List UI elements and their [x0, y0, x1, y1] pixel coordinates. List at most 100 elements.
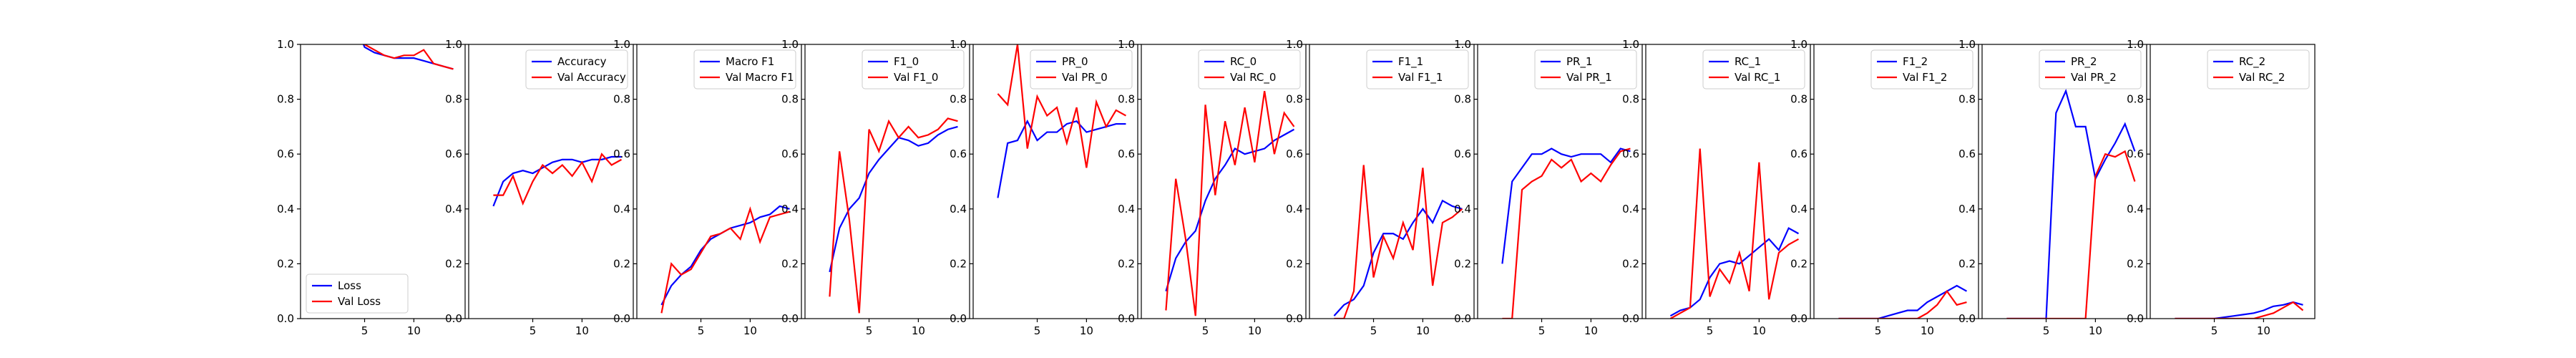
legend-label: Val Accuracy — [557, 71, 626, 84]
y-tick-label: 0.4 — [781, 203, 799, 216]
x-tick-label: 10 — [1584, 324, 1598, 337]
legend: PR_2 Val PR_2 — [2039, 49, 2142, 90]
y-tick-label: 0.4 — [445, 203, 462, 216]
legend: Accuracy Val Accuracy — [525, 49, 628, 90]
y-tick-label: 0.6 — [1286, 147, 1303, 160]
y-tick-label: 0.2 — [277, 257, 294, 270]
y-tick-label: 0.4 — [277, 203, 294, 216]
series-line — [1838, 284, 1968, 319]
y-tick-label: 0.0 — [1286, 312, 1303, 325]
y-tick-label: 0.6 — [1790, 147, 1807, 160]
series-line — [829, 117, 958, 314]
y-tick-label: 1.0 — [1622, 38, 1639, 51]
subplot: 0.0 0.2 0.4 0.6 0.8 1.0 5 10 RC_1 Val RC_1 — [1622, 38, 1811, 337]
y-tick-label: 0.0 — [950, 312, 967, 325]
legend-frame — [1534, 49, 1637, 90]
subplot: 0.0 0.2 0.4 0.6 0.8 1.0 5 10 F1_2 Val F1_2 — [1790, 38, 1979, 337]
legend: RC_1 Val RC_1 — [1702, 49, 1805, 90]
y-tick-label: 1.0 — [781, 38, 799, 51]
y-tick-label: 0.8 — [1958, 93, 1976, 106]
legend-frame — [1702, 49, 1805, 90]
series-line — [1669, 227, 1800, 317]
y-tick-label: 0.0 — [613, 312, 630, 325]
subplot: 0.0 0.2 0.4 0.6 0.8 1.0 5 10 Accuracy Val Accurac… — [445, 38, 634, 337]
y-tick-label: 0.0 — [1790, 312, 1807, 325]
legend-label: Val F1_1 — [1398, 71, 1443, 84]
y-tick-label: 0.0 — [277, 312, 294, 325]
y-tick-label: 0.8 — [1790, 93, 1807, 106]
series-line — [2006, 88, 2136, 319]
y-tick-label: 0.0 — [781, 312, 799, 325]
y-tick-label: 0.8 — [1286, 93, 1303, 106]
y-tick-label: 0.6 — [613, 147, 630, 160]
legend: Macro F1 Val Macro F1 — [693, 49, 796, 90]
series-line — [493, 153, 623, 206]
legend-label: Val Macro F1 — [726, 71, 794, 84]
x-tick-label: 5 — [530, 324, 537, 337]
axes-frame — [804, 44, 970, 319]
axes-frame — [972, 44, 1138, 319]
legend: F1_2 Val F1_2 — [1870, 49, 1974, 90]
legend-label: Val Loss — [338, 295, 381, 308]
legend-label: RC_2 — [2239, 55, 2265, 69]
y-tick-label: 0.2 — [1622, 257, 1639, 270]
subplot: 0.0 0.2 0.4 0.6 0.8 1.0 5 10 Loss Val Loss — [277, 38, 466, 337]
x-tick-label: 5 — [698, 324, 705, 337]
legend-label: RC_1 — [1735, 55, 1761, 69]
legend-label: PR_0 — [1062, 55, 1088, 69]
y-tick-label: 0.0 — [1958, 312, 1976, 325]
legend: PR_0 Val PR_0 — [1030, 49, 1133, 90]
axes-frame — [2150, 44, 2316, 319]
series-line — [1333, 199, 1463, 316]
x-tick-label: 10 — [1416, 324, 1430, 337]
y-tick-label: 1.0 — [950, 38, 967, 51]
y-tick-label: 0.0 — [445, 312, 462, 325]
y-tick-label: 0.6 — [950, 147, 967, 160]
y-tick-label: 0.2 — [1790, 257, 1807, 270]
series-line — [997, 44, 1127, 168]
axes-frame — [1141, 44, 1307, 319]
x-tick-label: 10 — [1080, 324, 1093, 337]
legend-label: Val RC_1 — [1735, 71, 1780, 84]
y-tick-label: 0.6 — [277, 147, 294, 160]
subplot: 0.0 0.2 0.4 0.6 0.8 1.0 5 10 PR_1 Val PR_1 — [1454, 38, 1643, 337]
x-tick-label: 10 — [1248, 324, 1262, 337]
y-tick-label: 0.0 — [2127, 312, 2144, 325]
y-tick-label: 0.2 — [445, 257, 462, 270]
y-tick-label: 0.0 — [1622, 312, 1639, 325]
series-line — [1669, 148, 1800, 319]
y-tick-label: 0.0 — [1454, 312, 1471, 325]
subplot: 0.0 0.2 0.4 0.6 0.8 1.0 5 10 RC_0 Val RC_0 — [1118, 38, 1307, 337]
y-tick-label: 0.6 — [1454, 147, 1471, 160]
series-line — [660, 206, 790, 314]
x-tick-label: 10 — [575, 324, 589, 337]
y-tick-label: 0.4 — [950, 203, 967, 216]
subplot: 0.0 0.2 0.4 0.6 0.8 1.0 5 10 F1_1 Val F1_1 — [1286, 38, 1475, 337]
x-tick-label: 10 — [743, 324, 757, 337]
legend: Loss Val Loss — [306, 274, 409, 314]
y-tick-label: 0.2 — [1118, 257, 1135, 270]
y-tick-label: 0.8 — [1118, 93, 1135, 106]
x-tick-label: 5 — [1707, 324, 1714, 337]
y-tick-label: 0.4 — [613, 203, 630, 216]
y-tick-label: 1.0 — [1454, 38, 1471, 51]
y-tick-label: 0.4 — [1118, 203, 1135, 216]
y-tick-label: 0.2 — [1454, 257, 1471, 270]
subplot: 0.0 0.2 0.4 0.6 0.8 1.0 5 10 RC_2 Val RC_2 — [2127, 38, 2316, 337]
legend-frame — [525, 49, 628, 90]
series-line — [1838, 289, 1967, 319]
legend-label: Val F1_0 — [894, 71, 938, 84]
y-tick-label: 1.0 — [1118, 38, 1135, 51]
x-tick-label: 10 — [1752, 324, 1766, 337]
axes-frame — [1477, 44, 1643, 319]
series-line — [829, 125, 958, 273]
legend-label: Val RC_2 — [2239, 71, 2285, 84]
axes-frame — [1813, 44, 1979, 319]
axes-frame — [1645, 44, 1811, 319]
x-tick-label: 5 — [361, 324, 369, 337]
legend-label: Val PR_2 — [2071, 71, 2117, 84]
series-line — [2006, 150, 2136, 319]
y-tick-label: 1.0 — [613, 38, 630, 51]
series-line — [492, 155, 622, 207]
